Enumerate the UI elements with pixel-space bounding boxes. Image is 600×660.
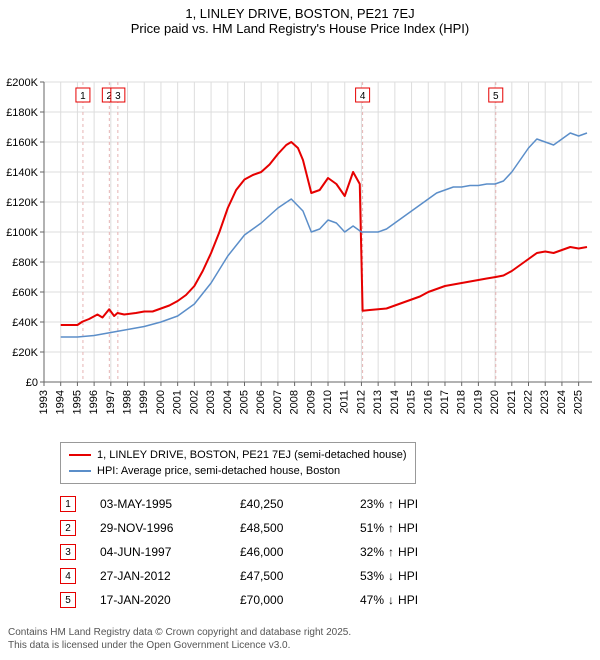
svg-text:2004: 2004: [222, 390, 234, 414]
svg-text:2018: 2018: [456, 390, 468, 414]
footer-line2: This data is licensed under the Open Gov…: [8, 639, 600, 652]
svg-text:1999: 1999: [138, 390, 150, 414]
transaction-row: 5 17-JAN-2020£70,00047%↓HPI: [60, 588, 600, 612]
svg-text:£60K: £60K: [12, 287, 38, 299]
transaction-marker: 3: [60, 544, 76, 560]
svg-text:2001: 2001: [172, 390, 184, 414]
transaction-price: £46,000: [240, 545, 360, 559]
svg-text:2015: 2015: [406, 390, 418, 414]
svg-text:2007: 2007: [272, 390, 284, 414]
svg-text:1996: 1996: [88, 390, 100, 414]
svg-text:2025: 2025: [573, 390, 585, 414]
transaction-marker: 4: [60, 568, 76, 584]
svg-text:2000: 2000: [155, 390, 167, 414]
svg-text:2008: 2008: [289, 390, 301, 414]
transaction-row: 3 04-JUN-1997£46,00032%↑HPI: [60, 540, 600, 564]
transaction-date: 17-JAN-2020: [100, 593, 240, 607]
transaction-date: 04-JUN-1997: [100, 545, 240, 559]
transaction-table: 103-MAY-1995£40,25023%↑HPI229-NOV-1996£4…: [60, 492, 600, 612]
svg-text:2021: 2021: [506, 390, 518, 414]
transaction-delta: 23%↑HPI: [360, 497, 418, 511]
transaction-marker: 2: [60, 520, 76, 536]
svg-text:£140K: £140K: [6, 167, 38, 179]
svg-text:2017: 2017: [439, 390, 451, 414]
transaction-marker: 5: [60, 592, 76, 608]
legend-label: HPI: Average price, semi-detached house,…: [97, 463, 340, 479]
transaction-price: £47,500: [240, 569, 360, 583]
svg-text:2019: 2019: [472, 390, 484, 414]
svg-text:5: 5: [493, 91, 499, 102]
svg-text:2016: 2016: [422, 390, 434, 414]
footer-line1: Contains HM Land Registry data © Crown c…: [8, 626, 600, 639]
svg-text:2010: 2010: [322, 390, 334, 414]
line-chart-svg: £0 £20K £40K £60K £80K £100K £120K £140K £160K £1…: [0, 36, 600, 436]
svg-text:2013: 2013: [372, 390, 384, 414]
svg-text:2023: 2023: [539, 390, 551, 414]
svg-text:£160K: £160K: [6, 137, 38, 149]
svg-text:2011: 2011: [339, 390, 351, 414]
arrow-down-icon: ↓: [388, 593, 394, 607]
svg-text:1995: 1995: [71, 390, 83, 414]
svg-text:2009: 2009: [305, 390, 317, 414]
svg-text:2005: 2005: [238, 390, 250, 414]
svg-text:1997: 1997: [105, 390, 117, 414]
svg-text:£0: £0: [26, 377, 38, 389]
legend: 1, LINLEY DRIVE, BOSTON, PE21 7EJ (semi-…: [60, 442, 416, 484]
arrow-up-icon: ↑: [388, 521, 394, 535]
svg-text:£180K: £180K: [6, 107, 38, 119]
svg-text:£200K: £200K: [6, 77, 38, 89]
footer-attribution: Contains HM Land Registry data © Crown c…: [8, 626, 600, 660]
svg-text:1993: 1993: [38, 390, 50, 414]
transaction-date: 29-NOV-1996: [100, 521, 240, 535]
svg-text:£120K: £120K: [6, 197, 38, 209]
legend-swatch: [69, 454, 91, 456]
svg-text:1: 1: [80, 91, 86, 102]
svg-text:1998: 1998: [122, 390, 134, 414]
transaction-date: 27-JAN-2012: [100, 569, 240, 583]
transaction-delta: 32%↑HPI: [360, 545, 418, 559]
svg-text:2012: 2012: [355, 390, 367, 414]
transaction-delta: 51%↑HPI: [360, 521, 418, 535]
svg-text:2022: 2022: [523, 390, 535, 414]
svg-text:£100K: £100K: [6, 227, 38, 239]
transaction-row: 1 03-MAY-1995£40,25023%↑HPI: [60, 492, 600, 516]
chart-area: £0 £20K £40K £60K £80K £100K £120K £140K £160K £1…: [0, 36, 600, 436]
arrow-up-icon: ↑: [388, 497, 394, 511]
arrow-up-icon: ↑: [388, 545, 394, 559]
svg-text:2006: 2006: [255, 390, 267, 414]
legend-item: HPI: Average price, semi-detached house,…: [69, 463, 407, 479]
title-block: 1, LINLEY DRIVE, BOSTON, PE21 7EJ Price …: [0, 0, 600, 36]
svg-text:2003: 2003: [205, 390, 217, 414]
svg-text:£40K: £40K: [12, 317, 38, 329]
arrow-down-icon: ↓: [388, 569, 394, 583]
svg-text:1994: 1994: [55, 390, 67, 414]
svg-text:2020: 2020: [489, 390, 501, 414]
svg-text:2014: 2014: [389, 390, 401, 414]
legend-item: 1, LINLEY DRIVE, BOSTON, PE21 7EJ (semi-…: [69, 447, 407, 463]
svg-text:2024: 2024: [556, 390, 568, 414]
title-address: 1, LINLEY DRIVE, BOSTON, PE21 7EJ: [0, 6, 600, 21]
chart-container: 1, LINLEY DRIVE, BOSTON, PE21 7EJ Price …: [0, 0, 600, 660]
svg-text:£20K: £20K: [12, 347, 38, 359]
transaction-row: 2 29-NOV-1996£48,50051%↑HPI: [60, 516, 600, 540]
transaction-marker: 1: [60, 496, 76, 512]
transaction-delta: 53%↓HPI: [360, 569, 418, 583]
svg-text:3: 3: [115, 91, 121, 102]
transaction-price: £48,500: [240, 521, 360, 535]
legend-swatch: [69, 470, 91, 472]
svg-text:£80K: £80K: [12, 257, 38, 269]
transaction-row: 4 27-JAN-2012£47,50053%↓HPI: [60, 564, 600, 588]
transaction-date: 03-MAY-1995: [100, 497, 240, 511]
title-subtitle: Price paid vs. HM Land Registry's House …: [0, 21, 600, 36]
transaction-price: £40,250: [240, 497, 360, 511]
transaction-delta: 47%↓HPI: [360, 593, 418, 607]
legend-label: 1, LINLEY DRIVE, BOSTON, PE21 7EJ (semi-…: [97, 447, 407, 463]
transaction-price: £70,000: [240, 593, 360, 607]
svg-text:4: 4: [360, 91, 366, 102]
svg-text:2002: 2002: [188, 390, 200, 414]
